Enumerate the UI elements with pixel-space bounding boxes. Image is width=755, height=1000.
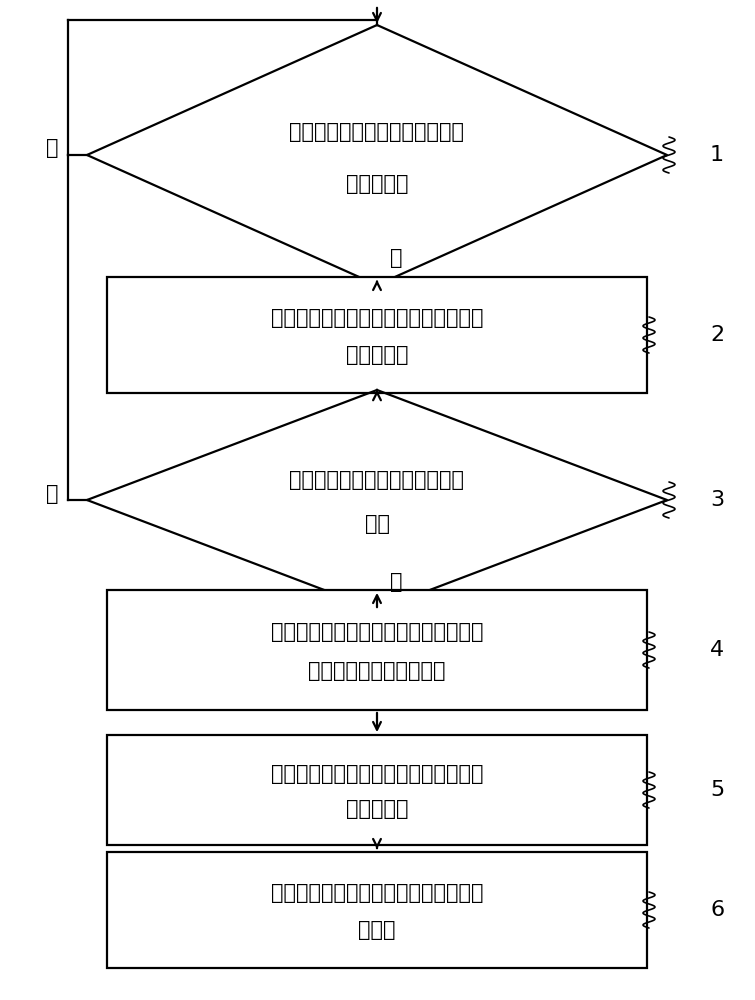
Text: 计算存储的所有电阻因子的最小均方差: 计算存储的所有电阻因子的最小均方差 bbox=[271, 622, 483, 642]
Text: 2: 2 bbox=[710, 325, 724, 345]
Text: 计量: 计量 bbox=[365, 514, 390, 534]
Text: 1: 1 bbox=[710, 145, 724, 165]
Text: 根据衰减程度评估值判断动力电池的衰: 根据衰减程度评估值判断动力电池的衰 bbox=[271, 883, 483, 903]
Text: 根据得到的最小均方电阻因子计算衰减: 根据得到的最小均方电阻因子计算衰减 bbox=[271, 764, 483, 784]
Bar bbox=[107, 590, 647, 710]
Text: 否: 否 bbox=[46, 138, 58, 158]
Text: ，得到最小均方电阻因子: ，得到最小均方电阻因子 bbox=[308, 661, 445, 681]
Bar bbox=[107, 735, 647, 845]
Text: 判断当前时刻动力电池是否处于: 判断当前时刻动力电池是否处于 bbox=[289, 122, 464, 142]
Text: 是: 是 bbox=[390, 248, 402, 268]
Text: 否: 否 bbox=[46, 484, 58, 504]
Text: 3: 3 bbox=[710, 490, 724, 510]
Text: 5: 5 bbox=[710, 780, 724, 800]
Text: 判断存储的电阻因子是否达到估: 判断存储的电阻因子是否达到估 bbox=[289, 470, 464, 490]
Text: 是: 是 bbox=[390, 572, 402, 592]
Text: 根据电阻值，计算并存储当前动力电池: 根据电阻值，计算并存储当前动力电池 bbox=[271, 308, 483, 328]
Bar bbox=[107, 852, 647, 968]
Text: 6: 6 bbox=[710, 900, 724, 920]
Bar bbox=[107, 277, 647, 393]
Text: 减程度: 减程度 bbox=[359, 920, 396, 940]
Text: 程度评估值: 程度评估值 bbox=[346, 799, 408, 819]
Text: 4: 4 bbox=[710, 640, 724, 660]
Text: 有效范围内: 有效范围内 bbox=[346, 174, 408, 194]
Text: 的电阻因子: 的电阻因子 bbox=[346, 345, 408, 365]
